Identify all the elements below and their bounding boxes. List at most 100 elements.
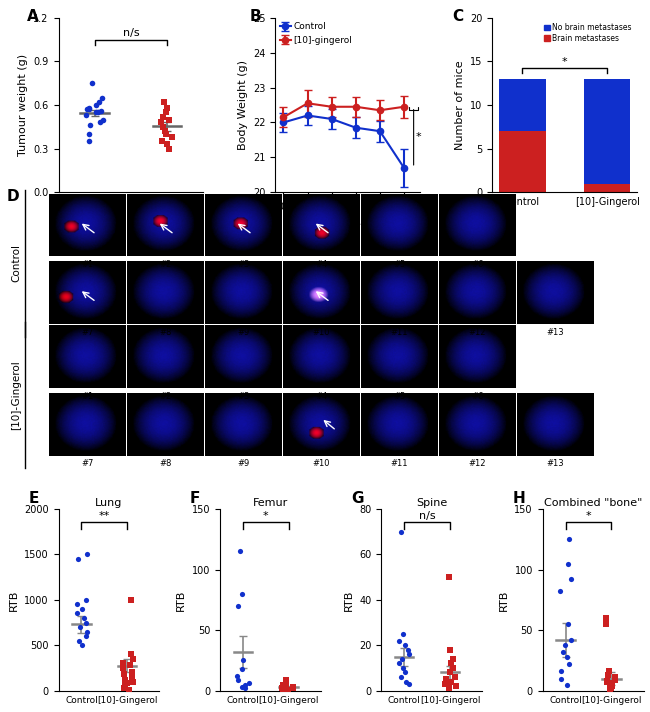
Text: n/s: n/s bbox=[419, 511, 436, 521]
Point bbox=[166, 131, 177, 142]
Text: #5: #5 bbox=[393, 260, 405, 269]
Point bbox=[81, 617, 91, 628]
Title: Combined "bone": Combined "bone" bbox=[544, 498, 642, 508]
Point bbox=[281, 674, 291, 686]
Point bbox=[158, 121, 168, 132]
Point bbox=[124, 684, 134, 696]
Text: #7: #7 bbox=[81, 459, 94, 468]
Point bbox=[235, 545, 245, 557]
Point bbox=[118, 662, 128, 674]
Title: Spine: Spine bbox=[416, 498, 447, 508]
Point bbox=[566, 574, 577, 585]
Text: #2: #2 bbox=[159, 260, 171, 269]
Point bbox=[558, 646, 569, 658]
Text: #1: #1 bbox=[81, 260, 93, 269]
Point bbox=[400, 639, 411, 651]
Point bbox=[75, 622, 86, 633]
Point bbox=[158, 111, 168, 122]
Text: #13: #13 bbox=[546, 459, 564, 468]
Bar bbox=[584, 184, 630, 192]
Text: *: * bbox=[416, 132, 422, 142]
Point bbox=[127, 671, 137, 683]
Point bbox=[81, 594, 91, 605]
Point bbox=[240, 679, 250, 691]
Point bbox=[162, 103, 173, 114]
Point bbox=[118, 658, 128, 669]
Point bbox=[287, 681, 298, 693]
Text: E: E bbox=[28, 491, 38, 506]
Point bbox=[84, 128, 94, 140]
Text: #9: #9 bbox=[237, 328, 249, 337]
Text: #2: #2 bbox=[159, 392, 171, 401]
Point bbox=[128, 676, 138, 687]
Point bbox=[443, 572, 454, 583]
Title: Femur: Femur bbox=[253, 498, 288, 508]
Text: *: * bbox=[263, 511, 268, 521]
Text: #7: #7 bbox=[81, 328, 94, 337]
Point bbox=[74, 635, 85, 646]
Point bbox=[601, 612, 611, 624]
Point bbox=[244, 678, 254, 689]
Text: #3: #3 bbox=[237, 392, 250, 401]
Text: #1: #1 bbox=[81, 392, 93, 401]
Point bbox=[564, 659, 574, 670]
Point bbox=[394, 658, 404, 669]
Point bbox=[84, 120, 95, 131]
Text: #6: #6 bbox=[471, 260, 484, 269]
Point bbox=[281, 678, 291, 689]
Point bbox=[118, 669, 129, 680]
Text: #9: #9 bbox=[237, 459, 249, 468]
Text: [10]-Gingerol: [10]-Gingerol bbox=[11, 360, 21, 430]
Y-axis label: RTB: RTB bbox=[344, 589, 354, 611]
Point bbox=[445, 644, 455, 656]
Point bbox=[605, 683, 616, 694]
Point bbox=[233, 600, 243, 612]
Point bbox=[98, 114, 108, 125]
Point bbox=[448, 653, 459, 664]
Point bbox=[77, 603, 87, 614]
Point bbox=[237, 588, 248, 600]
Text: C: C bbox=[452, 9, 463, 24]
Point bbox=[451, 681, 462, 692]
Point bbox=[82, 549, 92, 560]
Point bbox=[94, 96, 104, 108]
Point bbox=[562, 651, 572, 662]
Point bbox=[396, 653, 407, 664]
Point bbox=[126, 649, 136, 660]
Point bbox=[161, 107, 171, 118]
Point bbox=[278, 684, 289, 695]
Text: #3: #3 bbox=[237, 260, 250, 269]
Point bbox=[448, 662, 458, 674]
Point bbox=[162, 139, 172, 150]
Point bbox=[127, 653, 138, 664]
Point bbox=[237, 663, 247, 674]
Point bbox=[72, 608, 82, 619]
Bar bbox=[499, 131, 545, 192]
Point bbox=[602, 676, 612, 688]
Text: n/s: n/s bbox=[122, 28, 139, 38]
Point bbox=[83, 103, 94, 114]
Point bbox=[601, 618, 611, 630]
Point bbox=[287, 683, 298, 694]
Point bbox=[603, 669, 613, 681]
Text: #10: #10 bbox=[313, 328, 330, 337]
Point bbox=[606, 679, 617, 691]
Point bbox=[604, 681, 615, 693]
Point bbox=[72, 599, 82, 610]
Point bbox=[278, 679, 289, 691]
Point bbox=[404, 649, 414, 660]
Point bbox=[404, 678, 415, 689]
Point bbox=[163, 143, 174, 155]
Y-axis label: Tumour weight (g): Tumour weight (g) bbox=[18, 54, 28, 156]
Point bbox=[283, 684, 293, 696]
Text: #11: #11 bbox=[391, 459, 408, 468]
Point bbox=[560, 639, 571, 650]
Point bbox=[127, 666, 138, 678]
Point bbox=[444, 683, 454, 694]
Legend: No brain metastases, Brain metastases: No brain metastases, Brain metastases bbox=[542, 21, 633, 44]
Text: B: B bbox=[250, 9, 261, 24]
Point bbox=[439, 678, 450, 689]
Point bbox=[563, 618, 573, 630]
Point bbox=[554, 586, 565, 597]
Point bbox=[81, 110, 92, 121]
